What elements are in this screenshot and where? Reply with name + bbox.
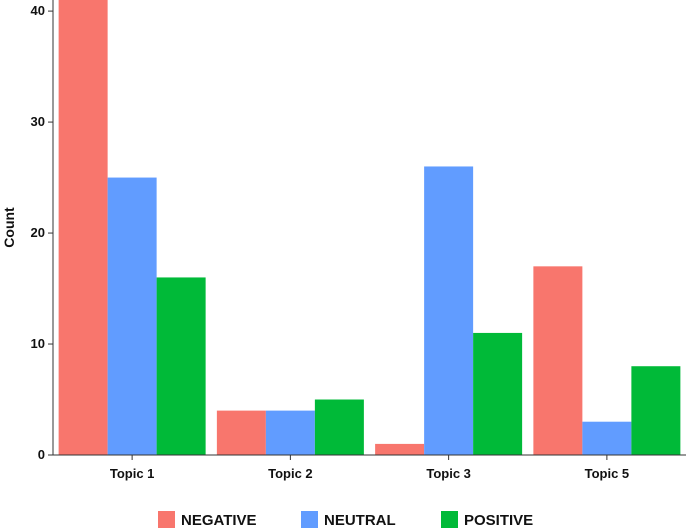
legend-swatch-negative [158,511,175,528]
x-tick-label: Topic 5 [585,466,630,481]
legend: NEGATIVE NEUTRAL POSITIVE [158,511,533,529]
y-axis-title: Count [1,207,17,248]
y-tick-label: 40 [31,3,45,18]
bar-positive-2 [314,399,364,455]
bar-negative-1 [58,0,108,455]
bar-positive-4 [631,366,681,455]
y-tick-label: 30 [31,114,45,129]
legend-swatch-positive [441,511,458,528]
bar-neutral-2 [265,410,315,455]
x-axis: Topic 1 Topic 2 Topic 3 Topic 5 [110,455,629,481]
y-tick-label: 20 [31,225,45,240]
bar-negative-4 [533,266,583,455]
y-axis: 0 10 20 30 40 [31,3,53,462]
legend-swatch-neutral [301,511,318,528]
x-tick-label: Topic 2 [268,466,313,481]
x-tick-label: Topic 3 [426,466,471,481]
bar-neutral-4 [582,421,632,455]
bar-positive-3 [473,332,523,455]
legend-label-negative: NEGATIVE [181,512,257,529]
x-tick-label: Topic 1 [110,466,155,481]
legend-label-neutral: NEUTRAL [324,512,396,529]
y-tick-label: 10 [31,336,45,351]
bars-layer [58,0,681,455]
bar-neutral-1 [107,177,157,455]
bar-positive-1 [156,277,206,455]
bar-neutral-3 [424,166,474,455]
y-tick-label: 0 [38,447,45,462]
bar-negative-3 [375,443,425,455]
bar-negative-2 [216,410,266,455]
legend-label-positive: POSITIVE [464,512,533,529]
